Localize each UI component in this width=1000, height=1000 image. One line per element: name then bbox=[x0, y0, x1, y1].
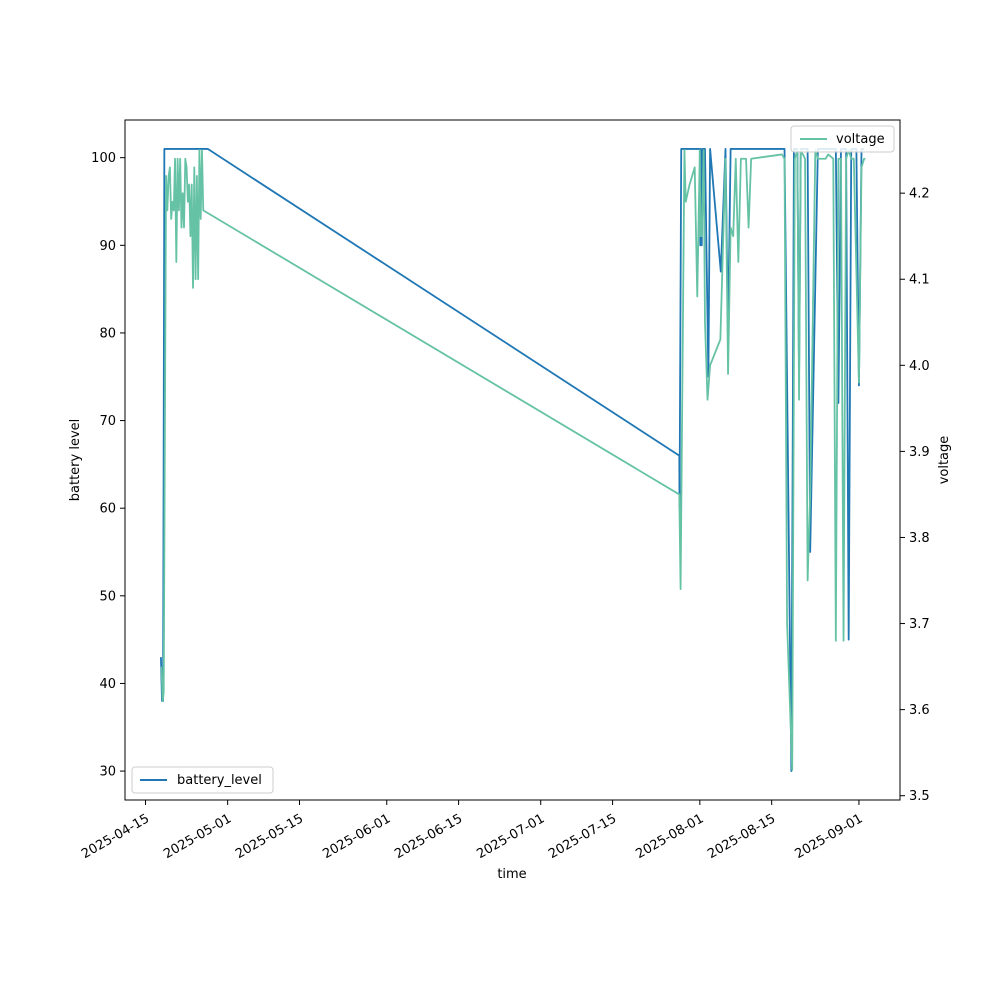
y-left-tick-label: 90 bbox=[99, 239, 116, 254]
series-line-battery-level bbox=[160, 148, 865, 772]
y-left-tick-label: 40 bbox=[99, 677, 116, 692]
x-tick-label: 2025-05-01 bbox=[161, 811, 234, 862]
x-axis-label: time bbox=[497, 867, 526, 882]
y-right-tick-label: 4.0 bbox=[909, 359, 930, 374]
legend-voltage: voltage bbox=[790, 125, 895, 153]
y-right-tick-label: 3.6 bbox=[909, 703, 930, 718]
y-right-tick-label: 3.9 bbox=[909, 445, 930, 460]
x-tick-label: 2025-06-15 bbox=[392, 811, 465, 862]
plot-area-border bbox=[124, 119, 901, 801]
legend-voltage-box bbox=[790, 125, 895, 153]
y-left-tick-label: 60 bbox=[99, 502, 116, 517]
x-tick-label: 2025-06-01 bbox=[320, 811, 393, 862]
y-right-tick-label: 4.2 bbox=[909, 187, 930, 202]
x-tick-label: 2025-09-01 bbox=[793, 811, 866, 862]
x-tick-label: 2025-08-01 bbox=[633, 811, 706, 862]
y-right-tick-label: 3.5 bbox=[909, 789, 930, 804]
y-axis-right: 3.5 3.6 3.7 3.8 3.9 4.0 4.1 4.2 bbox=[900, 187, 930, 804]
x-tick-label: 2025-07-15 bbox=[546, 811, 619, 862]
y-right-tick-label: 4.1 bbox=[909, 273, 930, 288]
series-line-voltage bbox=[160, 149, 866, 771]
y-left-tick-label: 70 bbox=[99, 414, 116, 429]
series-layer bbox=[160, 148, 866, 772]
legend-battery-level: battery_level bbox=[131, 766, 274, 794]
legend-battery-level-box bbox=[131, 766, 274, 794]
y-left-tick-label: 100 bbox=[91, 151, 116, 166]
x-tick-label: 2025-05-15 bbox=[233, 811, 306, 862]
legend-battery-level-label: battery_level bbox=[177, 773, 262, 788]
y-left-tick-label: 50 bbox=[99, 589, 116, 604]
x-tick-label: 2025-07-01 bbox=[474, 811, 547, 862]
y-left-tick-label: 80 bbox=[99, 326, 116, 341]
legend-voltage-label: voltage bbox=[836, 132, 885, 147]
x-tick-label: 2025-08-15 bbox=[705, 811, 778, 862]
y-axis-left-label: battery level bbox=[68, 419, 83, 502]
y-axis-left: 30 40 50 60 70 80 90 100 bbox=[91, 151, 125, 780]
y-right-tick-label: 3.7 bbox=[909, 617, 930, 632]
plot-frame bbox=[124, 119, 901, 801]
y-left-tick-label: 30 bbox=[99, 765, 116, 780]
x-tick-label: 2025-04-15 bbox=[79, 811, 152, 862]
y-axis-right-label: voltage bbox=[937, 436, 952, 485]
y-right-tick-label: 3.8 bbox=[909, 531, 930, 546]
